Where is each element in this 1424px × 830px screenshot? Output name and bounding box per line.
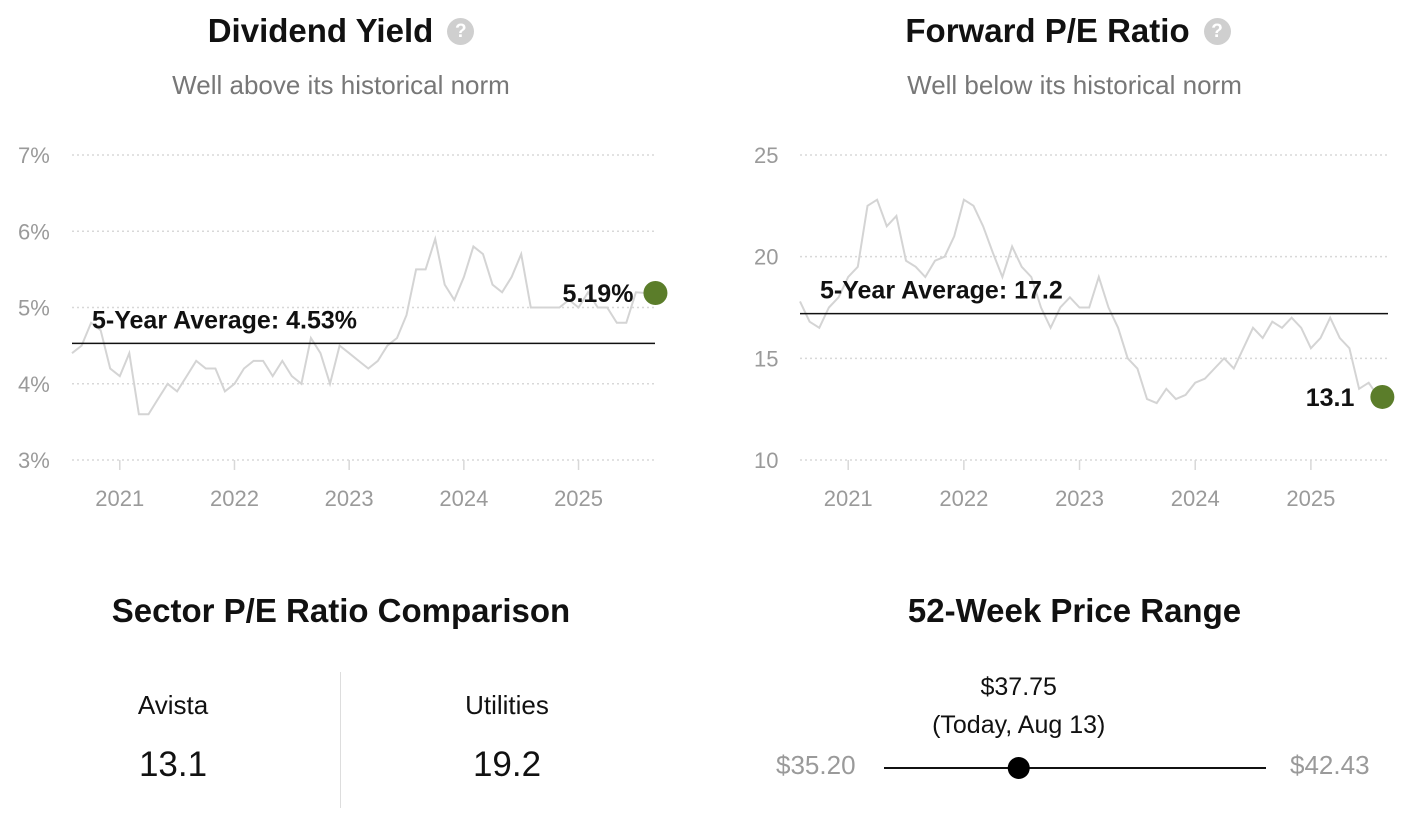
price-range-slider [884,757,1266,779]
dividend-yield-subtitle: Well above its historical norm [172,70,510,100]
forward-pe-title: Forward P/E Ratio [905,12,1190,49]
forward-pe-subtitle: Well below its historical norm [907,70,1242,100]
yield-xtick-label: 2024 [439,486,488,511]
yield-xtick-label: 2022 [210,486,259,511]
yield-series-line [71,234,646,416]
today-price-label: $37.75 (Today, Aug 13) [919,668,1119,744]
pe-current-point [1370,384,1395,409]
today-date: (Today, Aug 13) [932,711,1106,739]
yield-ytick-label: 6% [18,219,50,244]
question-circle-icon[interactable]: ? [447,17,475,45]
yield-xtick-label: 2023 [325,486,374,511]
yield-ytick-label: 5% [18,296,50,321]
range-high: $42.43 [1290,750,1370,780]
yield-ytick-label: 7% [18,143,50,168]
comparison-divider [340,672,341,808]
pe-current-label: 13.1 [1306,384,1355,412]
yield-current-point [643,281,668,306]
forward-pe-chart: 25 20 15 10 2021 2022 2023 2024 2025 5-Year Avera… [754,143,1395,511]
dividend-yield-title-row: Dividend Yield? [0,12,682,50]
forward-pe-title-row: Forward P/E Ratio? [712,12,1424,50]
pe-xtick-label: 2021 [824,486,873,511]
pe-xtick-label: 2025 [1286,486,1335,511]
sector-pe-value: 19.2 [472,745,542,784]
range-low: $35.20 [776,750,856,780]
dividend-yield-title: Dividend Yield [207,12,434,49]
pe-ytick-label: 10 [754,448,778,473]
current-price-marker [1007,757,1030,779]
sector-pe-title: Sector P/E Ratio Comparison [111,592,571,629]
pe-series-line [799,198,1380,405]
pe-xtick-label: 2022 [939,486,988,511]
sector-label: Utilities [465,690,549,720]
yield-average-label: 5-Year Average: 4.53% [92,306,357,334]
pe-average-label: 5-Year Average: 17.2 [820,277,1063,305]
pe-ytick-label: 20 [754,245,778,270]
company-label: Avista [137,690,209,720]
price-range-title: 52-Week Price Range [907,592,1242,629]
yield-ytick-label: 3% [18,448,50,473]
yield-xtick-label: 2025 [554,486,603,511]
yield-current-label: 5.19% [563,280,634,308]
yield-ytick-label: 4% [18,372,50,397]
pe-ytick-label: 25 [754,143,778,168]
pe-ytick-label: 15 [754,346,778,371]
dividend-yield-chart: 7% 6% 5% 4% 3% 2021 2022 2023 2024 2025 5-Year Ave… [18,143,668,511]
today-price: $37.75 [980,673,1057,701]
pe-xtick-label: 2023 [1055,486,1104,511]
question-circle-icon[interactable]: ? [1203,17,1231,45]
pe-xtick-label: 2024 [1171,486,1220,511]
yield-xtick-label: 2021 [95,486,144,511]
company-pe-value: 13.1 [138,745,208,784]
